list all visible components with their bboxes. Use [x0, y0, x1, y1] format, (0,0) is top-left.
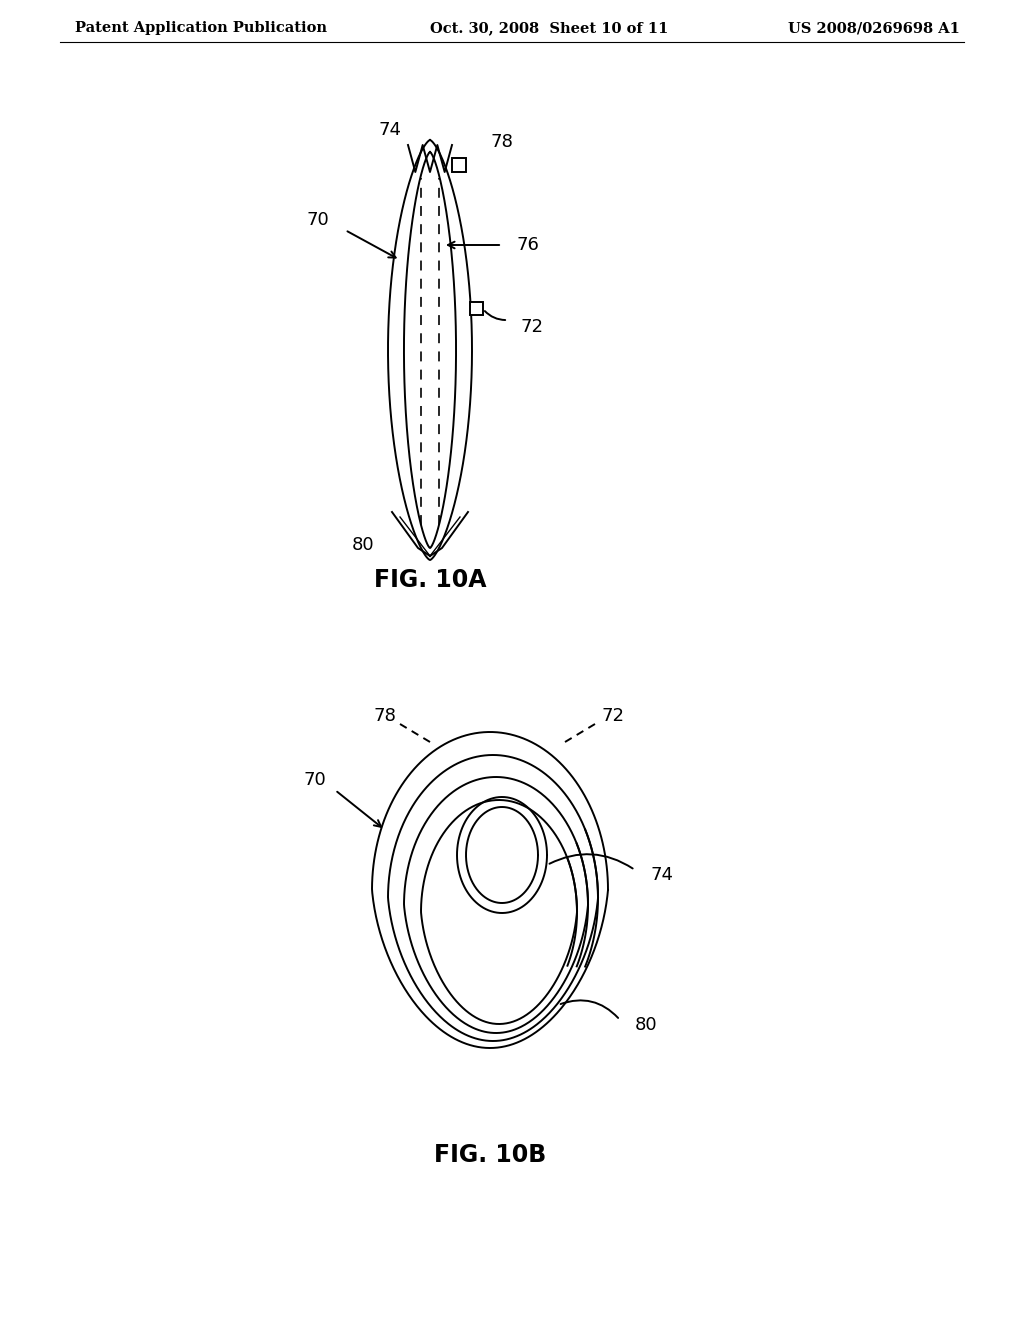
Text: Patent Application Publication: Patent Application Publication — [75, 21, 327, 36]
Text: 80: 80 — [635, 1016, 657, 1034]
Text: Oct. 30, 2008  Sheet 10 of 11: Oct. 30, 2008 Sheet 10 of 11 — [430, 21, 669, 36]
Text: FIG. 10A: FIG. 10A — [374, 568, 486, 591]
Text: 80: 80 — [351, 536, 375, 554]
Text: 74: 74 — [650, 866, 673, 884]
Text: 70: 70 — [306, 211, 330, 228]
Text: 72: 72 — [520, 318, 543, 337]
Text: FIG. 10B: FIG. 10B — [434, 1143, 546, 1167]
Bar — [452, 158, 466, 172]
Text: 78: 78 — [374, 708, 396, 725]
Text: 76: 76 — [517, 236, 540, 253]
Text: 78: 78 — [490, 133, 513, 150]
Text: 74: 74 — [379, 121, 401, 139]
Bar — [470, 302, 483, 315]
Text: US 2008/0269698 A1: US 2008/0269698 A1 — [788, 21, 961, 36]
Text: 72: 72 — [601, 708, 625, 725]
Text: 70: 70 — [304, 771, 327, 789]
